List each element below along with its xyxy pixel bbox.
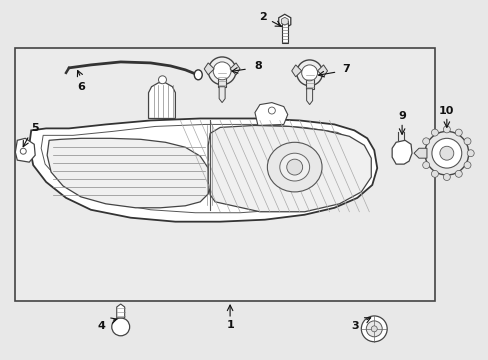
Circle shape xyxy=(431,138,461,168)
Circle shape xyxy=(443,126,449,133)
Polygon shape xyxy=(29,118,376,222)
Circle shape xyxy=(366,321,382,337)
Circle shape xyxy=(422,162,429,168)
Circle shape xyxy=(286,159,302,175)
Ellipse shape xyxy=(279,153,309,181)
Text: 2: 2 xyxy=(259,12,266,22)
Bar xyxy=(305,73,313,89)
Circle shape xyxy=(268,107,275,114)
Circle shape xyxy=(422,138,429,145)
Circle shape xyxy=(208,57,236,85)
Bar xyxy=(15,48,434,301)
Bar xyxy=(218,71,225,87)
Polygon shape xyxy=(306,89,312,105)
Circle shape xyxy=(213,62,231,80)
Circle shape xyxy=(430,129,438,136)
Circle shape xyxy=(370,326,376,332)
Circle shape xyxy=(361,316,386,342)
Polygon shape xyxy=(281,17,287,25)
Text: 6: 6 xyxy=(77,82,85,92)
Circle shape xyxy=(454,170,461,177)
Text: 10: 10 xyxy=(438,105,454,116)
Polygon shape xyxy=(208,125,370,212)
Circle shape xyxy=(424,131,468,175)
Polygon shape xyxy=(219,87,224,103)
Circle shape xyxy=(443,174,449,180)
Text: 8: 8 xyxy=(254,61,261,71)
Polygon shape xyxy=(317,65,327,77)
Bar xyxy=(281,21,287,43)
Circle shape xyxy=(301,65,317,81)
Circle shape xyxy=(419,150,426,157)
Circle shape xyxy=(158,76,166,84)
Ellipse shape xyxy=(267,142,322,192)
Polygon shape xyxy=(230,63,240,75)
Ellipse shape xyxy=(194,70,202,80)
Polygon shape xyxy=(413,148,426,158)
Polygon shape xyxy=(15,138,35,162)
Circle shape xyxy=(296,60,322,86)
Polygon shape xyxy=(117,304,124,318)
Polygon shape xyxy=(391,140,411,164)
Text: 9: 9 xyxy=(397,111,405,121)
Polygon shape xyxy=(204,63,214,75)
Circle shape xyxy=(463,162,470,168)
Text: 3: 3 xyxy=(351,321,359,331)
Polygon shape xyxy=(148,83,175,118)
Circle shape xyxy=(454,129,461,136)
Polygon shape xyxy=(254,103,287,125)
Circle shape xyxy=(112,318,129,336)
Polygon shape xyxy=(291,65,301,77)
Text: 4: 4 xyxy=(98,321,105,331)
Text: 5: 5 xyxy=(31,123,39,134)
Circle shape xyxy=(430,170,438,177)
Circle shape xyxy=(20,148,26,154)
Text: 1: 1 xyxy=(226,320,233,330)
Circle shape xyxy=(466,150,473,157)
Circle shape xyxy=(439,146,453,160)
Polygon shape xyxy=(278,14,290,28)
Text: 7: 7 xyxy=(342,64,349,74)
Polygon shape xyxy=(47,138,210,208)
Circle shape xyxy=(463,138,470,145)
